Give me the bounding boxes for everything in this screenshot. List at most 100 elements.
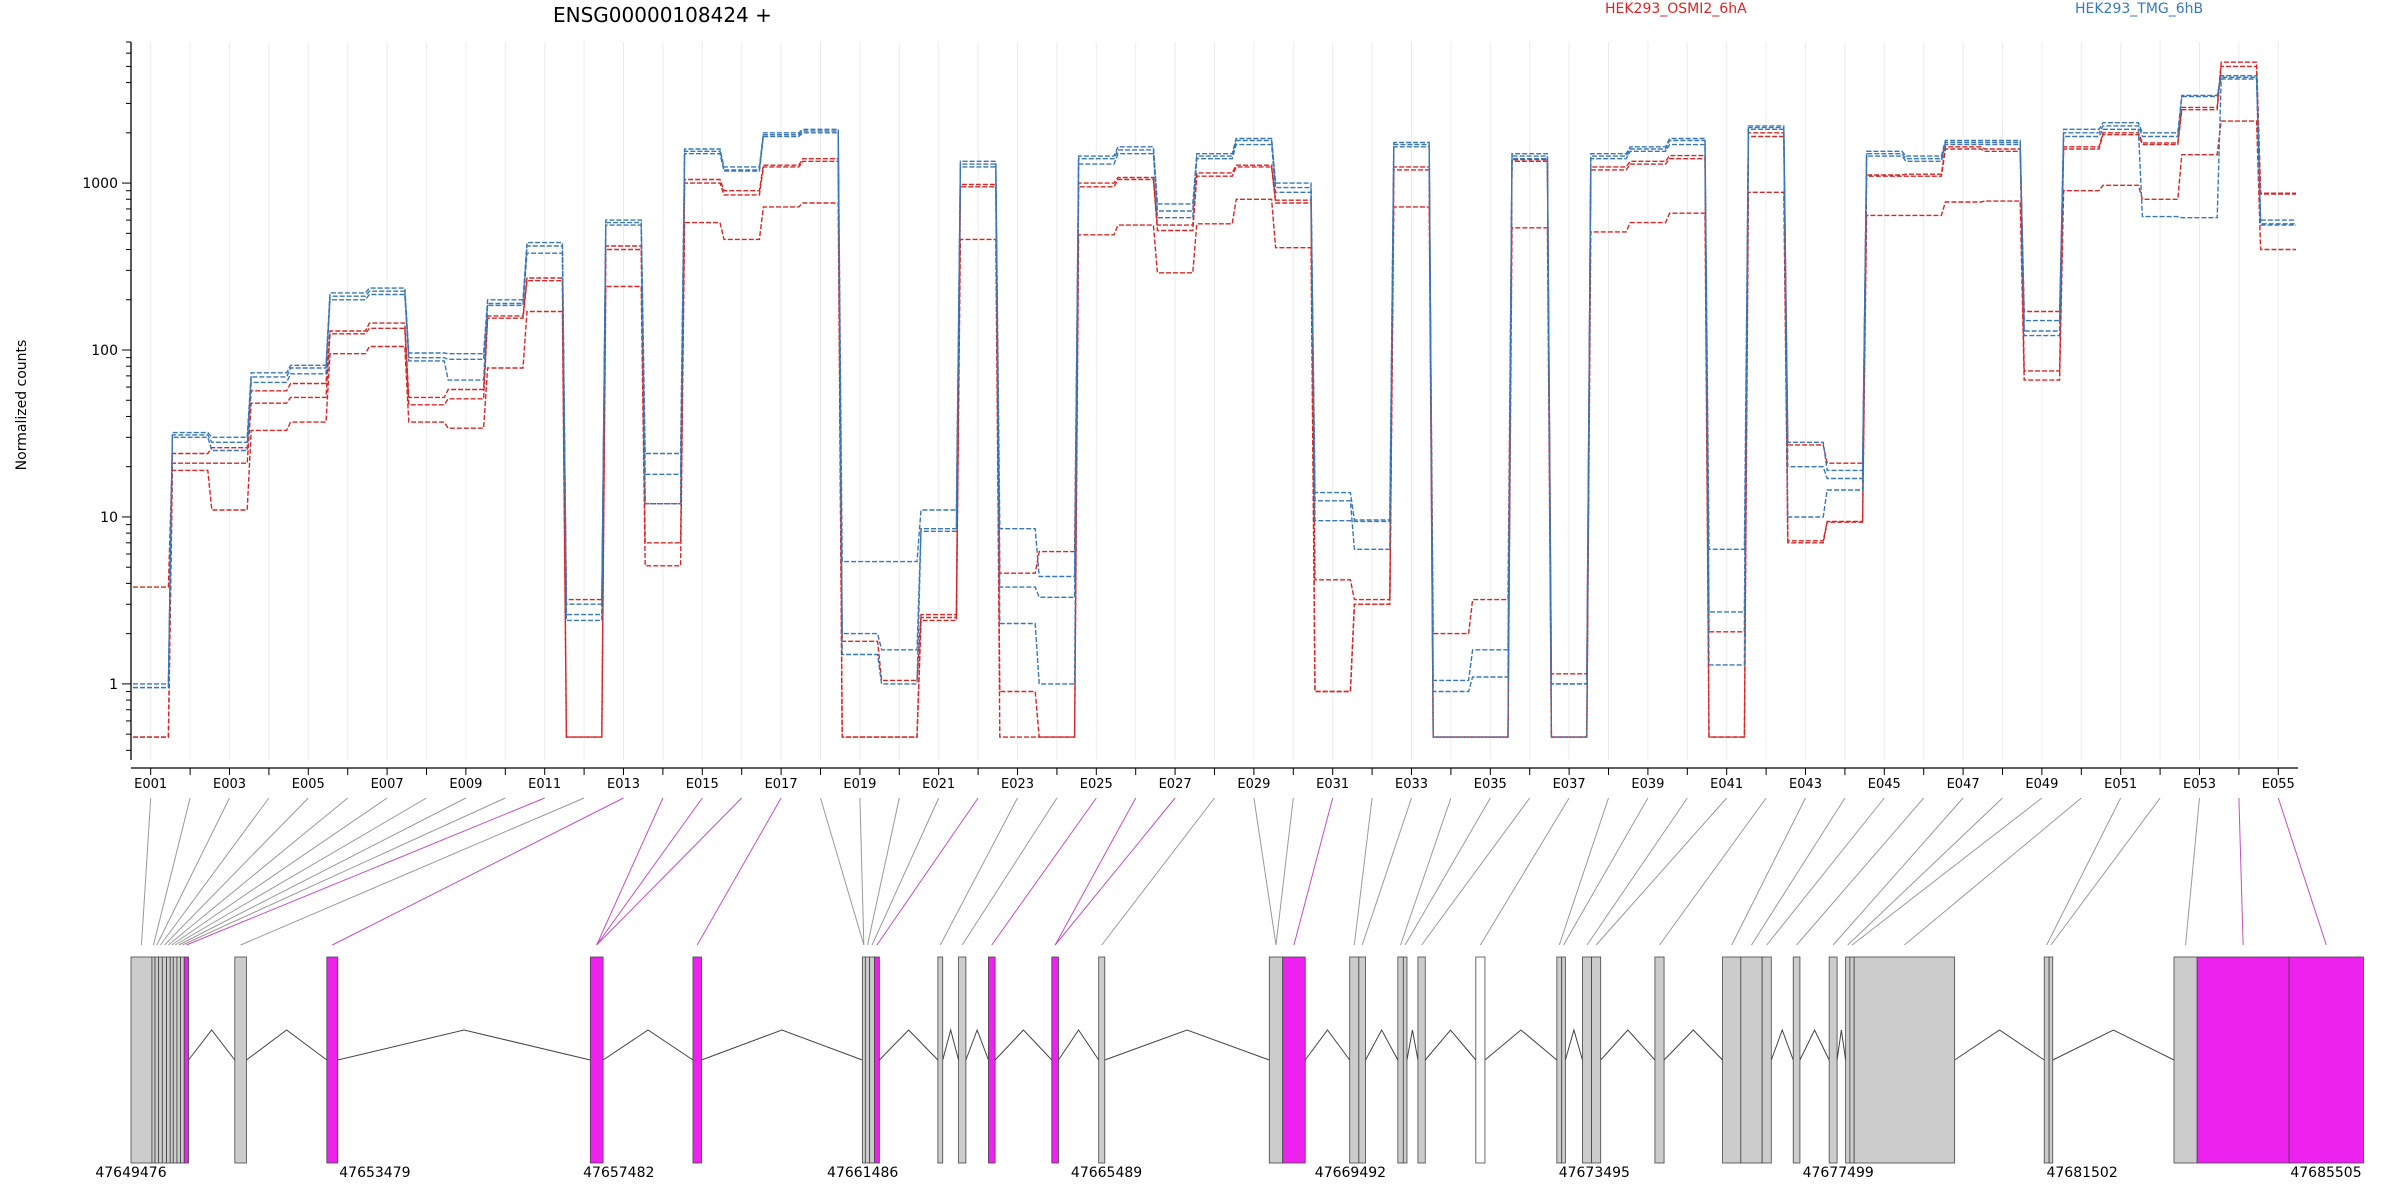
genomic-tick-label: 47677499	[1803, 1165, 1874, 1181]
exon-box	[2043, 956, 2050, 1164]
exon-tick-label: E041	[1710, 777, 1743, 792]
exon-connector	[332, 797, 624, 946]
y-axis: 1 10 100 1000	[82, 41, 132, 760]
exon-box	[1853, 956, 1956, 1164]
exon-connector	[1586, 797, 1688, 946]
exon-axis: E001 E003 E005 E007 E009 E011 E013 E015 E017 E019…	[131, 767, 2298, 792]
exon-box	[1349, 956, 1360, 1164]
exon-connector	[156, 797, 230, 946]
genomic-tick-label: 47685505	[2290, 1165, 2361, 1181]
exon-connector	[1404, 797, 1491, 946]
legend-entry-osmi2: HEK293_OSMI2_6hA	[1605, 1, 1747, 17]
exon-tick-label: E031	[1316, 777, 1349, 792]
genomic-tick-label: 47661486	[827, 1165, 898, 1181]
exon-box	[1561, 956, 1566, 1164]
series-line-0	[133, 61, 2296, 682]
exon-box	[130, 956, 153, 1164]
exon-box	[1268, 956, 1284, 1164]
exon-tick-label: E051	[2104, 777, 2137, 792]
exon-box	[172, 956, 178, 1164]
exon-tick-label: E025	[1080, 777, 1113, 792]
exon-box	[1582, 956, 1592, 1164]
intron-line	[1058, 1029, 1100, 1061]
intron-line	[1564, 1028, 1583, 1061]
exon-box	[958, 956, 967, 1164]
exon-connector	[1832, 797, 1964, 946]
genomic-tick-label: 47657482	[583, 1165, 654, 1181]
exon-tick-label: E021	[922, 777, 955, 792]
exon-box	[1098, 956, 1106, 1164]
exon-tick-label: E017	[765, 777, 798, 792]
exon-box	[1849, 956, 1855, 1164]
exon-connector	[1275, 797, 1294, 946]
exon-box	[1792, 956, 1801, 1164]
exon-tick-label: E035	[1474, 777, 1507, 792]
intron-line	[701, 1029, 863, 1061]
exon-connector	[160, 797, 270, 946]
exon-box-highlighted	[988, 956, 996, 1164]
exon-box	[1654, 956, 1665, 1164]
exon-box	[1722, 956, 1742, 1164]
intron-line	[1365, 1028, 1399, 1061]
exon-connector	[696, 797, 782, 946]
intron-line	[1424, 1029, 1477, 1061]
genomic-tick-label: 47653479	[339, 1165, 410, 1181]
exon-connector	[2046, 797, 2122, 946]
exon-connector	[152, 797, 191, 946]
exon-box	[861, 956, 866, 1164]
exon-connector	[871, 797, 940, 946]
exon-connector	[2185, 797, 2200, 946]
series-layer	[133, 61, 2296, 738]
exon-tick-label: E053	[2183, 777, 2216, 792]
exon-connector	[178, 797, 467, 946]
exon-box	[2173, 956, 2198, 1164]
exon-tick-label: E055	[2262, 777, 2295, 792]
exon-connector	[240, 797, 585, 946]
y-tick-label: 10	[100, 510, 118, 526]
intron-line	[1954, 1029, 2045, 1061]
exon-connector	[820, 797, 865, 946]
exon-box-highlighted	[326, 956, 339, 1164]
genomic-tick-label: 47665489	[1071, 1165, 1142, 1181]
exon-tick-label: E009	[449, 777, 482, 792]
exon-connector	[1731, 797, 1806, 946]
exon-connector	[1751, 797, 1846, 946]
y-axis-label: Normalized counts	[14, 340, 30, 471]
exon-connector	[171, 797, 388, 946]
exon-tick-label: E007	[371, 777, 404, 792]
exon-tick-label: E015	[686, 777, 719, 792]
intron-line	[994, 1029, 1053, 1061]
gene-model	[130, 956, 2364, 1164]
exon-connector	[859, 797, 865, 946]
series-line-2	[133, 120, 2296, 738]
exon-connector	[876, 797, 979, 946]
genomic-tick-label: 47673495	[1559, 1165, 1630, 1181]
exon-box	[1358, 956, 1366, 1164]
exon-connector	[961, 797, 1058, 946]
exon-box	[1761, 956, 1772, 1164]
exon-tick-label: E045	[1868, 777, 1901, 792]
exon-box	[1417, 956, 1426, 1164]
exon-box	[1402, 956, 1408, 1164]
exon-box-highlighted	[2196, 956, 2290, 1164]
series-line-1	[133, 65, 2296, 738]
exon-connectors	[140, 797, 2327, 946]
exon-connector	[1361, 797, 1412, 946]
genomic-axis: 47649476 47653479 47657482 47661486 47665489…	[95, 1165, 2361, 1181]
exon-connector	[1479, 797, 1570, 946]
exon-connector	[1851, 797, 2043, 946]
intron-line	[965, 1028, 989, 1061]
exon-box-highlighted	[692, 956, 702, 1164]
exon-box	[1845, 956, 1851, 1164]
exon-box-highlighted	[874, 956, 880, 1164]
exon-connector	[182, 797, 506, 946]
exon-gridlines	[150, 42, 2279, 760]
intron-line	[1770, 1028, 1794, 1061]
exon-box-highlighted	[183, 956, 189, 1164]
intron-line	[1304, 1029, 1351, 1061]
exon-box	[1740, 956, 1763, 1164]
exon-connector	[867, 797, 900, 946]
series-line-4	[133, 76, 2296, 693]
exon-tick-label: E013	[607, 777, 640, 792]
exon-tick-label: E039	[1631, 777, 1664, 792]
